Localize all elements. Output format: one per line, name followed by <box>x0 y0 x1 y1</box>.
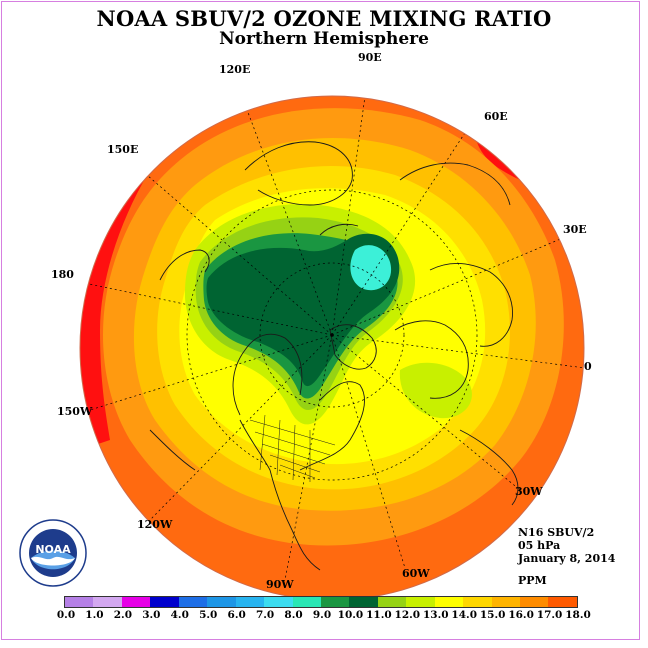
colorbar-tick-label: 2.0 <box>113 609 133 621</box>
colorbar-cell <box>377 597 407 607</box>
colorbar-cell <box>491 597 520 607</box>
info-date: January 8, 2014 <box>518 552 616 565</box>
colorbar-cell <box>150 597 179 607</box>
units-label: PPM <box>518 574 547 587</box>
colorbar-cell <box>93 597 122 607</box>
colorbar-tick-label: 1.0 <box>85 609 104 621</box>
map-title: NOAA SBUV/2 OZONE MIXING RATIO <box>96 6 552 31</box>
colorbar-cell <box>235 597 265 607</box>
colorbar-cell <box>178 597 208 607</box>
band-11-east-blob <box>399 362 472 419</box>
us-borders <box>249 414 336 482</box>
colorbar-cell <box>406 597 435 607</box>
colorbar-cell <box>434 597 464 607</box>
colorbar-tick-label: 13.0 <box>422 609 449 621</box>
lon-label-30e: 30E <box>563 223 587 236</box>
colorbar-tick-label: 6.0 <box>227 609 246 621</box>
lon-label-120e: 120E <box>219 63 251 76</box>
colorbar <box>64 596 578 608</box>
figure-border <box>1 1 640 640</box>
colorbar-tick-label: 14.0 <box>451 609 478 621</box>
colorbar-tick-label: 17.0 <box>536 609 563 621</box>
ozone-field <box>80 96 584 600</box>
colorbar-tick-label: 16.0 <box>508 609 534 621</box>
map-subtitle: Northern Hemisphere <box>219 29 429 49</box>
colorbar-tick-label: 15.0 <box>479 609 506 621</box>
colorbar-tick-label: 0.0 <box>56 609 76 621</box>
noaa-logo-icon: NOAA <box>19 519 87 587</box>
colorbar-cell <box>207 597 236 607</box>
colorbar-tick-label: 8.0 <box>284 609 303 621</box>
colorbar-tick-label: 18.0 <box>565 609 591 621</box>
lon-label-60w: 60W <box>402 567 430 580</box>
coastlines <box>149 141 519 571</box>
lon-label-60e: 60E <box>484 110 508 123</box>
colorbar-tick-label: 5.0 <box>199 609 218 621</box>
colorbar-tick-label: 3.0 <box>142 609 161 621</box>
lon-label-90w: 90W <box>266 578 294 591</box>
colorbar-tick-label: 12.0 <box>394 609 421 621</box>
lon-label-180: 180 <box>51 268 74 281</box>
lon-label-90e: 90E <box>358 51 382 64</box>
colorbar-cell <box>65 597 94 607</box>
lon-label-0: 0 <box>584 360 592 373</box>
colorbar-tick-label: 10.0 <box>337 609 364 621</box>
colorbar-cell <box>292 597 321 607</box>
colorbar-cell <box>463 597 492 607</box>
logo-text: NOAA <box>35 543 71 556</box>
colorbar-tick-label: 9.0 <box>312 609 332 621</box>
lon-label-30w: 30W <box>515 485 543 498</box>
colorbar-tick-label: 4.0 <box>170 609 189 621</box>
info-instrument: N16 SBUV/2 <box>518 526 595 539</box>
colorbar-cell <box>349 597 378 607</box>
colorbar-cell <box>548 597 577 607</box>
red-max-top <box>415 96 455 108</box>
colorbar-cell <box>121 597 151 607</box>
colorbar-cell <box>520 597 549 607</box>
info-level: 05 hPa <box>518 539 561 552</box>
red-max-west <box>80 150 150 450</box>
lon-label-150e: 150E <box>107 143 139 156</box>
graticule <box>80 96 584 581</box>
colorbar-tick-label: 7.0 <box>255 609 275 621</box>
lon-label-150w: 150W <box>57 405 93 418</box>
high-cyan <box>350 245 392 291</box>
colorbar-tick-label: 11.0 <box>366 609 392 621</box>
colorbar-cell <box>264 597 293 607</box>
info-block: N16 SBUV/2 05 hPa January 8, 2014 <box>518 526 615 565</box>
lon-label-120w: 120W <box>137 518 173 531</box>
colorbar-cell <box>320 597 350 607</box>
